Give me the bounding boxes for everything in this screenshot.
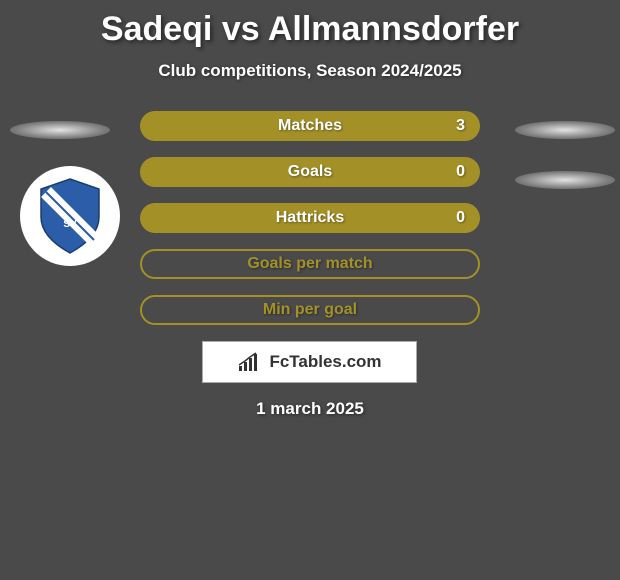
stat-bar-matches: Matches 3 [140,111,480,141]
badge-inner: SV [31,177,109,255]
stat-value: 0 [456,209,465,227]
shadow-right-2 [515,171,615,189]
stat-label: Matches [140,117,480,135]
shadow-right-1 [515,121,615,139]
stat-bar-goals: Goals 0 [140,157,480,187]
subtitle: Club competitions, Season 2024/2025 [0,61,620,81]
stat-bar-hattricks: Hattricks 0 [140,203,480,233]
fctables-box: FcTables.com [202,341,417,383]
stat-value: 3 [456,117,465,135]
stat-bar-gpm: Goals per match [140,249,480,279]
svg-text:SV: SV [63,219,77,230]
fctables-logo-icon [237,352,263,372]
shadow-left-1 [10,121,110,139]
page-title: Sadeqi vs Allmannsdorfer [0,0,620,49]
fctables-text: FcTables.com [269,352,381,372]
stat-label: Hattricks [140,209,480,227]
date-text: 1 march 2025 [0,399,620,419]
stat-bar-mpg: Min per goal [140,295,480,325]
stat-bars: Matches 3 Goals 0 Hattricks 0 Goals per … [140,111,480,341]
stat-value: 0 [456,163,465,181]
stat-label: Goals [140,163,480,181]
stat-label: Goals per match [142,255,478,273]
stat-label: Min per goal [142,301,478,319]
club-badge: SV [20,166,120,266]
